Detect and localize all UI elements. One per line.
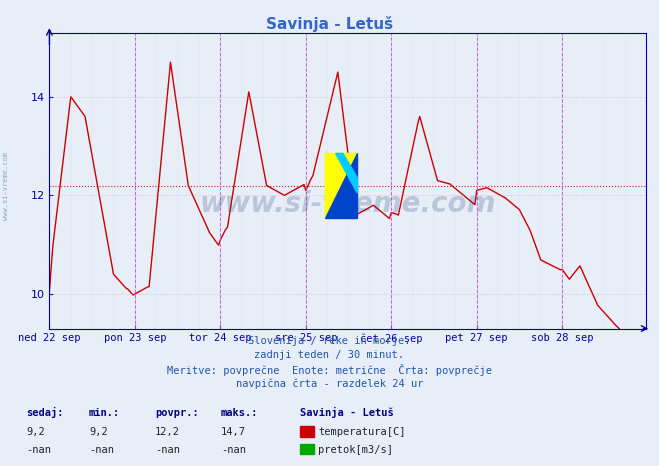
Text: 12,2: 12,2	[155, 427, 180, 437]
Text: 9,2: 9,2	[89, 427, 107, 437]
Text: min.:: min.:	[89, 408, 120, 418]
Polygon shape	[326, 153, 357, 218]
Text: -nan: -nan	[155, 445, 180, 455]
Text: pretok[m3/s]: pretok[m3/s]	[318, 445, 393, 455]
Text: Savinja - Letuš: Savinja - Letuš	[266, 16, 393, 32]
Text: www.si-vreme.com: www.si-vreme.com	[3, 152, 9, 220]
Text: Meritve: povprečne  Enote: metrične  Črta: povprečje: Meritve: povprečne Enote: metrične Črta:…	[167, 364, 492, 377]
Polygon shape	[335, 153, 357, 193]
Text: 14,7: 14,7	[221, 427, 246, 437]
Text: -nan: -nan	[221, 445, 246, 455]
Text: www.si-vreme.com: www.si-vreme.com	[200, 190, 496, 218]
Polygon shape	[326, 153, 357, 218]
Text: zadnji teden / 30 minut.: zadnji teden / 30 minut.	[254, 350, 405, 360]
Text: navpična črta - razdelek 24 ur: navpična črta - razdelek 24 ur	[236, 378, 423, 389]
Text: temperatura[C]: temperatura[C]	[318, 427, 406, 437]
Text: maks.:: maks.:	[221, 408, 258, 418]
Text: -nan: -nan	[26, 445, 51, 455]
Text: -nan: -nan	[89, 445, 114, 455]
Text: Savinja - Letuš: Savinja - Letuš	[300, 407, 393, 418]
Text: povpr.:: povpr.:	[155, 408, 198, 418]
Text: 9,2: 9,2	[26, 427, 45, 437]
Text: sedaj:: sedaj:	[26, 407, 64, 418]
Text: Slovenija / reke in morje.: Slovenija / reke in morje.	[248, 336, 411, 346]
